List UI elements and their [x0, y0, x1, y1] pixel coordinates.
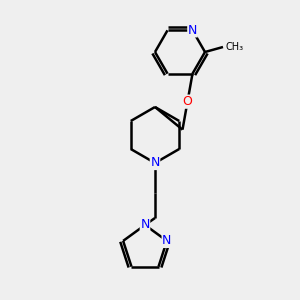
Text: O: O	[183, 95, 192, 108]
Text: N: N	[188, 24, 197, 37]
Text: CH₃: CH₃	[225, 42, 243, 52]
Text: N: N	[140, 218, 150, 232]
Text: N: N	[150, 157, 160, 169]
Text: N: N	[162, 234, 172, 248]
